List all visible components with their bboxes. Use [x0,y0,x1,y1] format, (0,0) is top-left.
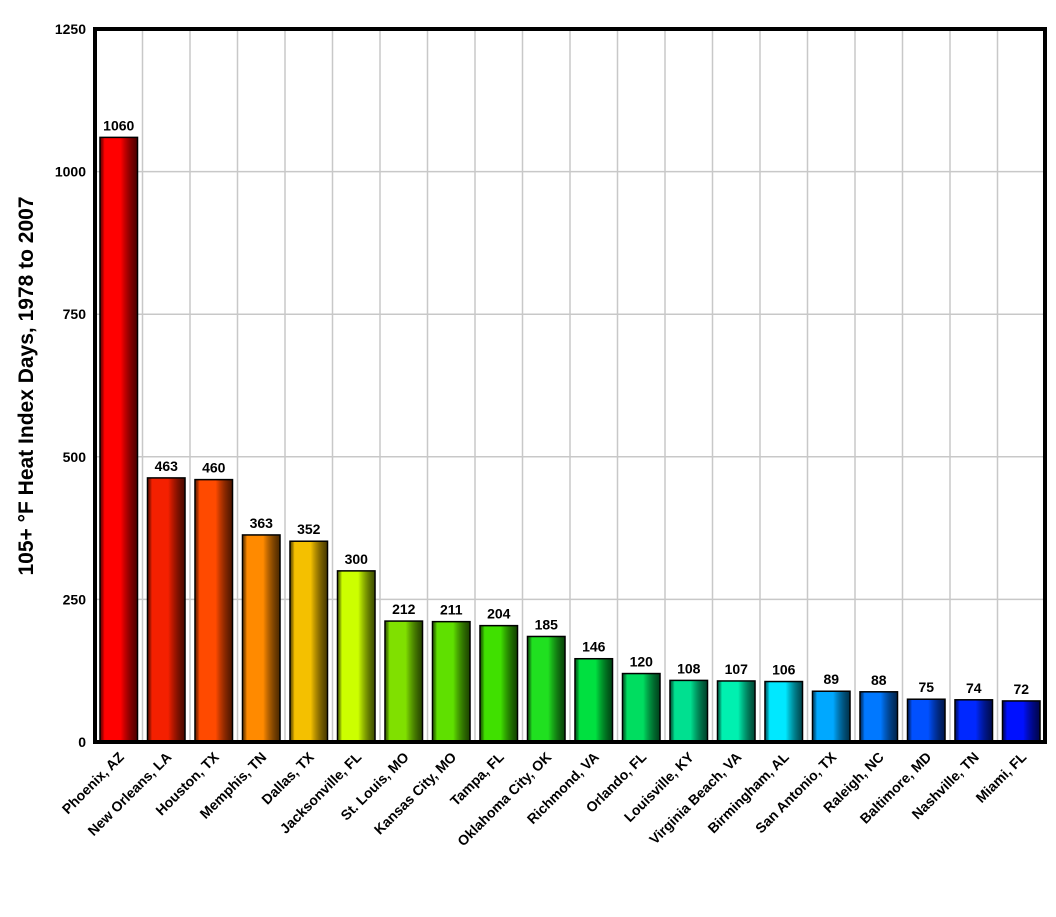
bar-value-label: 463 [155,458,179,474]
bar [954,699,994,743]
plot-frame [93,27,1047,744]
x-category-label: Jacksonville, FL [277,749,365,837]
bar-value-label: 185 [535,616,559,632]
bar-value-label: 120 [630,654,654,670]
bars [99,136,1041,743]
bar-value-label: 1060 [103,117,134,133]
y-axis-label: 105+ °F Heat Index Days, 1978 to 2007 [15,196,38,575]
bar [621,672,661,743]
bar-value-label: 88 [871,672,887,688]
y-tick-label: 1000 [55,164,86,180]
bar-value-label: 204 [487,606,511,622]
bar [526,635,566,743]
bar-value-label: 75 [918,679,934,695]
bar-value-label: 352 [297,521,321,537]
y-tick-label: 500 [63,449,87,465]
bar [479,624,519,743]
x-category-label: San Antonio, TX [752,748,840,836]
y-tick-label: 1250 [55,21,86,37]
bar [859,691,899,743]
y-axis-ticks: 0 250 500 750 1000 1250 [55,21,86,750]
x-category-label: Miami, FL [972,748,1029,805]
bar [194,478,234,743]
bar-value-label: 460 [202,460,226,476]
bar [669,679,709,743]
bar [906,698,946,743]
bar-value-label: 300 [345,551,369,567]
y-tick-label: 750 [63,306,87,322]
bar [716,680,756,743]
bar [431,620,471,743]
bar [764,680,804,743]
bar-value-label: 146 [582,639,606,655]
bar-value-label: 89 [823,671,839,687]
bar-value-label: 211 [440,602,463,618]
gridlines [95,29,1045,742]
bar [811,690,851,743]
bar [1001,700,1041,743]
bar-value-label: 74 [966,680,982,696]
bar [384,620,424,743]
bar-value-label: 212 [392,601,416,617]
y-tick-label: 250 [63,591,87,607]
bar [289,540,329,743]
x-category-label: New Orleans, LA [84,749,174,839]
bar [574,657,614,743]
y-tick-label: 0 [78,734,86,750]
bar-value-label: 107 [725,661,749,677]
value-labels: 1060 463 460 363 352 300 212 211 204 185 146 120 108… [103,117,1029,697]
x-category-label: Virginia Beach, VA [646,749,744,847]
bar [241,534,281,743]
x-category-label: Birmingham, AL [704,748,792,836]
bar-value-label: 106 [772,662,796,678]
bar-value-label: 72 [1013,681,1029,697]
x-category-label: Kansas City, MO [371,749,460,838]
bar [336,570,376,743]
bar-value-label: 108 [677,660,701,676]
bar [99,136,139,743]
bar-value-label: 363 [250,515,274,531]
bar [146,477,186,743]
